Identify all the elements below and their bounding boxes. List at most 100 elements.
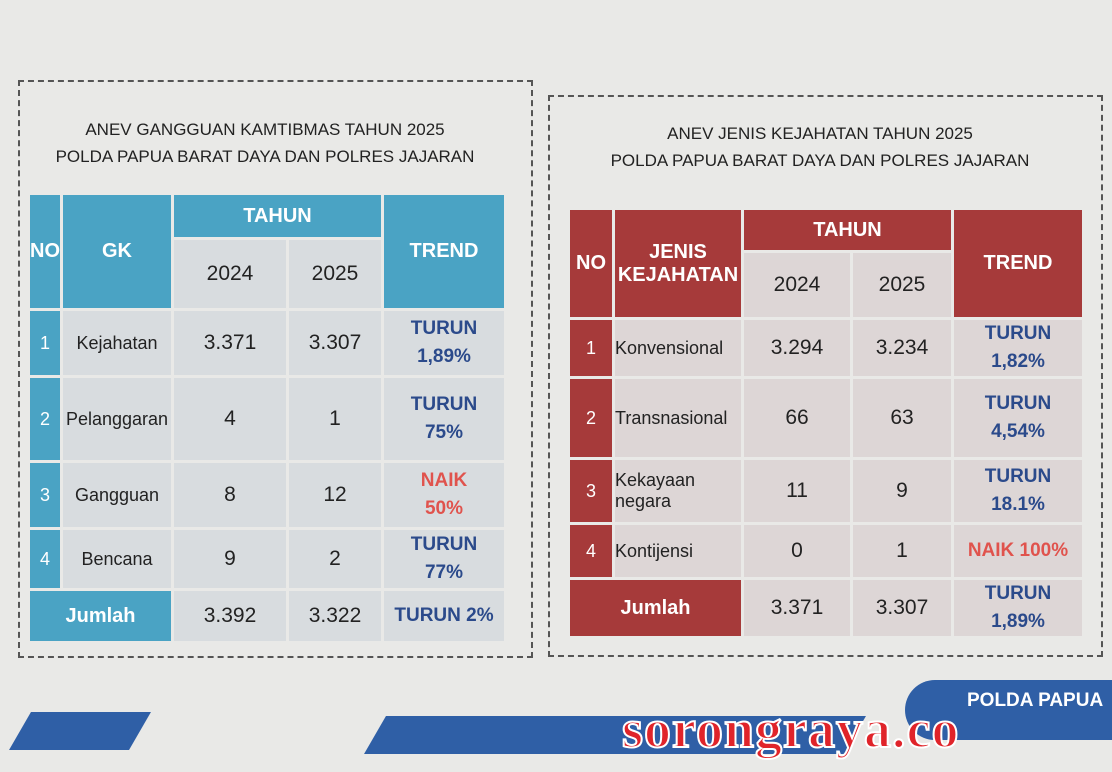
value-cell: 63 xyxy=(853,379,951,457)
left-frame xyxy=(18,80,533,658)
trend-text: TURUN 2% xyxy=(394,605,494,626)
total-row: Jumlah 3.371 3.307 TURUN 1,89% xyxy=(570,580,1082,636)
value-cell: 9 xyxy=(174,530,286,588)
trend-text: 18.1% xyxy=(991,494,1045,515)
trend-text: 1,89% xyxy=(991,611,1045,632)
total-label: Jumlah xyxy=(30,591,171,641)
value-cell: 1 xyxy=(853,525,951,577)
year-cell: 2025 xyxy=(853,253,951,317)
row-name: Pelanggaran xyxy=(63,378,171,460)
header-cell: JENIS KEJAHATAN xyxy=(615,210,741,317)
row-name: Kejahatan xyxy=(63,311,171,375)
header-row: NO JENIS KEJAHATAN TAHUN TREND xyxy=(570,210,1082,317)
row-name: Transnasional xyxy=(615,379,741,457)
year-cell: 2024 xyxy=(744,253,850,317)
total-value: 3.322 xyxy=(289,591,381,641)
title-line: ANEV JENIS KEJAHATAN TAHUN 2025 xyxy=(667,124,973,143)
data-row: 2 Pelanggaran 4 1 TURUN 75% xyxy=(30,378,504,460)
row-name: Konvensional xyxy=(615,320,741,376)
trend-text: TURUN xyxy=(984,323,1052,344)
value-cell: 3.234 xyxy=(853,320,951,376)
value-cell: 11 xyxy=(744,460,850,522)
trend-cell: TURUN 77% xyxy=(384,530,504,588)
right-table: NO JENIS KEJAHATAN TAHUN TREND 2024 2025 1 Konv… xyxy=(567,207,1085,639)
trend-text: TURUN xyxy=(984,466,1052,487)
header-cell: TREND xyxy=(384,195,504,308)
year-cell: 2024 xyxy=(174,240,286,308)
value-cell: 12 xyxy=(289,463,381,527)
value-cell: 8 xyxy=(174,463,286,527)
trend-cell: TURUN 1,82% xyxy=(954,320,1082,376)
year-cell: 2025 xyxy=(289,240,381,308)
trend-cell: NAIK 100% xyxy=(954,525,1082,577)
stripe xyxy=(9,712,151,750)
value-cell: 3.371 xyxy=(174,311,286,375)
right-title: ANEV JENIS KEJAHATAN TAHUN 2025 POLDA PA… xyxy=(570,120,1070,174)
title-line: ANEV GANGGUAN KAMTIBMAS TAHUN 2025 xyxy=(85,120,445,139)
value-cell: 3.307 xyxy=(289,311,381,375)
total-value: 3.371 xyxy=(744,580,850,636)
row-number: 2 xyxy=(30,378,60,460)
header-cell: TREND xyxy=(954,210,1082,317)
trend-text: TURUN xyxy=(410,534,478,555)
left-table: NO GK TAHUN TREND 2024 2025 1 Kejahatan 3.371 3.3… xyxy=(27,192,507,644)
header-cell: NO xyxy=(30,195,60,308)
trend-text: 75% xyxy=(424,422,464,443)
data-row: 4 Kontijensi 0 1 NAIK 100% xyxy=(570,525,1082,577)
row-number: 4 xyxy=(30,530,60,588)
row-name: Kekayaan negara xyxy=(615,460,741,522)
value-cell: 4 xyxy=(174,378,286,460)
trend-text: TURUN xyxy=(410,394,478,415)
row-name: Bencana xyxy=(63,530,171,588)
row-number: 3 xyxy=(570,460,612,522)
header-cell: NO xyxy=(570,210,612,317)
trend-cell: TURUN 2% xyxy=(384,591,504,641)
trend-text: 77% xyxy=(424,562,464,583)
trend-cell: NAIK 50% xyxy=(384,463,504,527)
row-name: Gangguan xyxy=(63,463,171,527)
right-frame xyxy=(548,95,1103,657)
total-label: Jumlah xyxy=(570,580,741,636)
trend-text: 1,89% xyxy=(417,346,471,367)
trend-text: TURUN xyxy=(410,318,478,339)
value-cell: 2 xyxy=(289,530,381,588)
logo: POLDA PAPUA xyxy=(905,680,1112,740)
trend-cell: TURUN 1,89% xyxy=(954,580,1082,636)
data-row: 1 Konvensional 3.294 3.234 TURUN 1,82% xyxy=(570,320,1082,376)
trend-text: NAIK xyxy=(420,470,468,491)
trend-text: 50% xyxy=(424,498,464,519)
trend-cell: TURUN 75% xyxy=(384,378,504,460)
trend-text: 1,82% xyxy=(991,351,1045,372)
header-row: 2024 2025 xyxy=(570,253,1082,317)
row-number: 1 xyxy=(570,320,612,376)
trend-cell: TURUN 18.1% xyxy=(954,460,1082,522)
total-value: 3.307 xyxy=(853,580,951,636)
value-cell: 1 xyxy=(289,378,381,460)
header-row: 2024 2025 xyxy=(30,240,504,308)
trend-text: 4,54% xyxy=(991,421,1045,442)
title-line: POLDA PAPUA BARAT DAYA DAN POLRES JAJARA… xyxy=(55,147,475,166)
trend-text: TURUN xyxy=(984,583,1052,604)
total-value: 3.392 xyxy=(174,591,286,641)
trend-text: NAIK 100% xyxy=(967,540,1069,561)
title-line: POLDA PAPUA BARAT DAYA DAN POLRES JAJARA… xyxy=(610,151,1030,170)
value-cell: 0 xyxy=(744,525,850,577)
data-row: 3 Gangguan 8 12 NAIK 50% xyxy=(30,463,504,527)
value-cell: 9 xyxy=(853,460,951,522)
data-row: 2 Transnasional 66 63 TURUN 4,54% xyxy=(570,379,1082,457)
value-cell: 66 xyxy=(744,379,850,457)
row-number: 1 xyxy=(30,311,60,375)
trend-cell: TURUN 4,54% xyxy=(954,379,1082,457)
header-row: NO GK TAHUN TREND xyxy=(30,195,504,308)
data-row: 4 Bencana 9 2 TURUN 77% xyxy=(30,530,504,588)
row-name: Kontijensi xyxy=(615,525,741,577)
header-cell: GK xyxy=(63,195,171,308)
value-cell: 3.294 xyxy=(744,320,850,376)
header-cell: TAHUN xyxy=(174,195,381,237)
watermark: sorongraya.co xyxy=(621,698,960,760)
row-number: 4 xyxy=(570,525,612,577)
total-row: Jumlah 3.392 3.322 TURUN 2% xyxy=(30,591,504,641)
row-number: 2 xyxy=(570,379,612,457)
data-row: 3 Kekayaan negara 11 9 TURUN 18.1% xyxy=(570,460,1082,522)
